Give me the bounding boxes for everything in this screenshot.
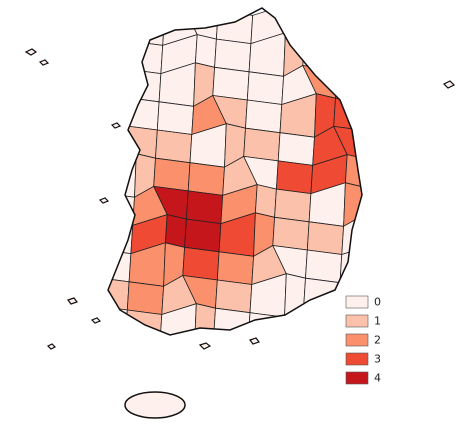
island [442, 80, 456, 89]
region [303, 305, 339, 335]
region [125, 309, 163, 335]
legend-label: 2 [374, 334, 381, 347]
region [194, 34, 217, 68]
region [306, 221, 345, 255]
legend-label: 0 [374, 296, 381, 309]
island [198, 342, 212, 350]
legend-swatch [345, 295, 369, 309]
region [153, 157, 191, 192]
legend-label: 1 [374, 315, 381, 328]
island [46, 343, 57, 350]
region [108, 64, 127, 98]
region [108, 92, 126, 138]
region [108, 220, 134, 255]
legend-swatch [345, 314, 369, 328]
region [126, 281, 165, 315]
region [277, 132, 315, 166]
jeju-island [124, 391, 186, 419]
legend: 0 1 2 3 4 [345, 295, 381, 385]
region [122, 96, 160, 131]
region [156, 101, 195, 135]
region [275, 160, 314, 195]
region [185, 190, 224, 225]
region [216, 251, 255, 285]
islands [24, 48, 456, 350]
legend-label: 3 [374, 353, 381, 366]
legend-swatch [345, 352, 369, 366]
region [212, 66, 250, 101]
region [215, 279, 253, 314]
legend-label: 4 [374, 372, 381, 385]
region [245, 99, 283, 134]
region [284, 8, 307, 38]
region [305, 249, 343, 284]
island [90, 317, 102, 324]
region [108, 192, 135, 226]
region [284, 273, 306, 318]
region [125, 40, 164, 75]
region [302, 36, 340, 71]
island [98, 197, 110, 204]
region [108, 8, 131, 42]
coastline [107, 7, 363, 336]
region [164, 214, 187, 248]
region [108, 35, 129, 70]
region [338, 8, 362, 47]
island [67, 297, 78, 305]
island [249, 337, 260, 345]
region [127, 12, 165, 46]
region [182, 246, 220, 281]
region [336, 41, 362, 75]
legend-swatch [345, 371, 369, 385]
region [246, 71, 285, 105]
island [24, 48, 38, 56]
region [187, 162, 225, 196]
region [254, 184, 277, 218]
region [333, 97, 362, 132]
region [243, 127, 281, 162]
region [214, 38, 252, 73]
region [272, 216, 310, 251]
island [38, 59, 50, 66]
region [194, 303, 216, 335]
region [335, 69, 362, 104]
regions [108, 8, 362, 335]
region [184, 218, 222, 253]
region [274, 188, 312, 223]
region [155, 129, 193, 164]
region [304, 8, 342, 43]
island [110, 122, 122, 129]
legend-swatch [345, 333, 369, 347]
